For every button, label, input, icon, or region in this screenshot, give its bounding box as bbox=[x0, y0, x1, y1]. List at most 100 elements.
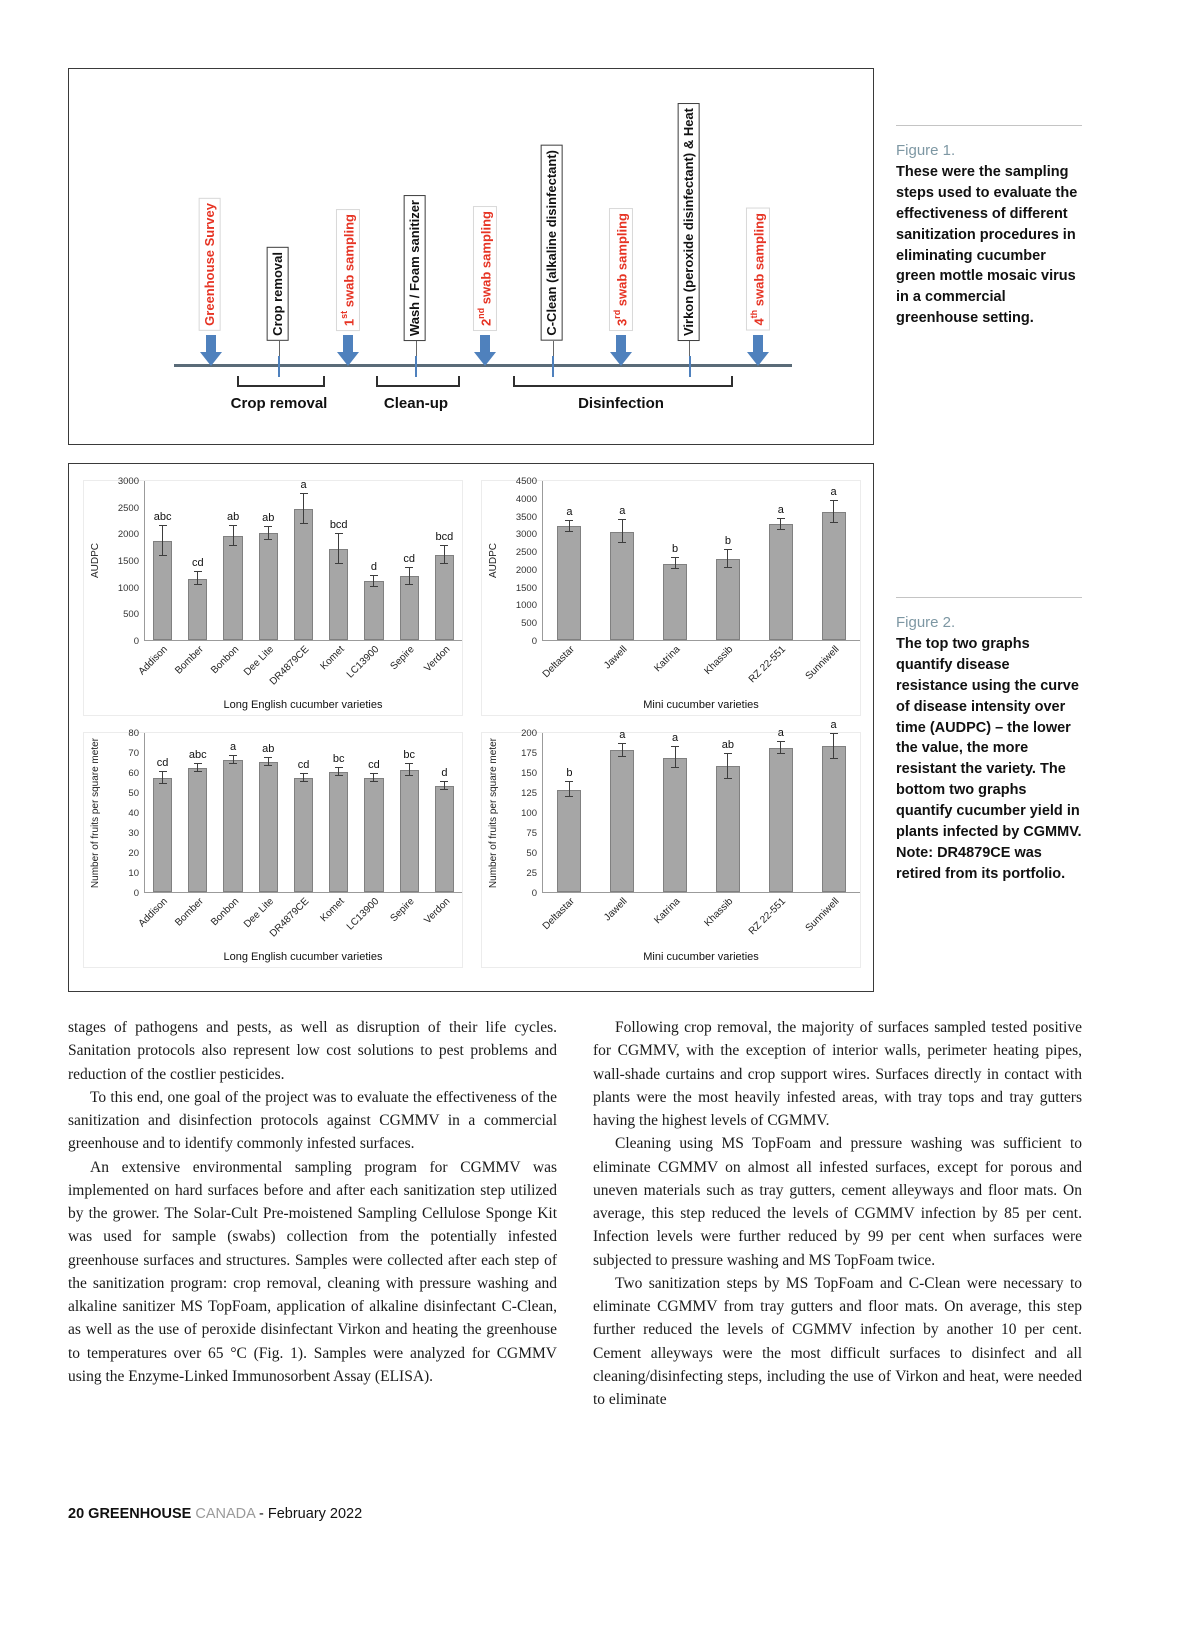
error-bar bbox=[780, 518, 782, 531]
error-bar-cap bbox=[723, 548, 732, 550]
x-tick-label: Komet bbox=[318, 644, 347, 673]
error-bar bbox=[373, 575, 375, 588]
y-tick-label: 125 bbox=[521, 788, 537, 799]
error-bar-cap bbox=[369, 586, 378, 588]
y-tick-label: 500 bbox=[521, 618, 537, 630]
error-bar bbox=[338, 534, 340, 565]
bar bbox=[434, 554, 455, 640]
error-bar-cap bbox=[829, 732, 838, 734]
error-bar bbox=[727, 753, 729, 780]
x-tick-label: Addison bbox=[137, 644, 171, 678]
significance-letter: a bbox=[619, 729, 626, 741]
significance-letter: a bbox=[300, 479, 307, 492]
article-paragraph: Two sanitization steps by MS TopFoam and… bbox=[593, 1274, 1082, 1408]
bar bbox=[434, 786, 455, 892]
y-axis-ticks: 0 10 20 30 40 50 60 70 80 bbox=[108, 728, 144, 899]
group-bracket bbox=[237, 376, 325, 387]
significance-letter: cd bbox=[191, 557, 204, 570]
y-axis-ticks: 0 500 1000 1500 2000 2500 3000 3500 4000 4500 bbox=[506, 476, 542, 647]
y-tick-label: 50 bbox=[526, 848, 537, 859]
error-bar-cap bbox=[264, 538, 273, 540]
error-bar bbox=[267, 526, 269, 540]
error-bar-cap bbox=[229, 763, 238, 764]
y-tick-label: 175 bbox=[521, 748, 537, 759]
error-bar-cap bbox=[723, 752, 732, 754]
group-label: Crop removal bbox=[230, 395, 328, 412]
error-bar-cap bbox=[723, 567, 732, 569]
x-tick-label: Jawell bbox=[602, 644, 630, 672]
down-arrow-icon bbox=[200, 352, 222, 366]
y-tick-label: 20 bbox=[128, 848, 139, 859]
y-tick-label: 1500 bbox=[515, 582, 537, 594]
y-tick-label: 60 bbox=[128, 768, 139, 779]
chart-audpc-mini: AUDPC 0 500 1000 1500 2000 2500 3000 3500 4000 45… bbox=[481, 476, 861, 716]
error-bar-cap bbox=[334, 767, 343, 768]
y-tick-label: 1000 bbox=[117, 582, 139, 594]
error-bar-cap bbox=[158, 525, 167, 527]
significance-letter: a bbox=[566, 505, 573, 518]
error-bar-cap bbox=[299, 493, 308, 495]
x-axis-labels: Addison Bomber Bonbon Dee Lite DR4879CE Komet… bbox=[137, 641, 462, 699]
error-bar-cap bbox=[829, 758, 838, 760]
y-tick-label: 50 bbox=[128, 788, 139, 799]
y-tick-label: 30 bbox=[128, 828, 139, 839]
x-axis-title: Mini cucumber varieties bbox=[643, 699, 759, 711]
y-tick-label: 1000 bbox=[515, 600, 537, 612]
y-axis-label: Number of fruits per square meter bbox=[482, 733, 506, 893]
bar bbox=[715, 558, 740, 640]
figure2-caption-text: The top two graphs quantify disease resi… bbox=[896, 636, 1082, 882]
article-body: stages of pathogens and pests, as well a… bbox=[68, 1016, 1082, 1411]
error-bar bbox=[727, 549, 729, 569]
bar bbox=[663, 757, 688, 892]
article-column-right: Following crop removal, the majority of … bbox=[593, 1016, 1082, 1411]
figure1-caption-label: Figure 1. bbox=[896, 142, 956, 159]
x-tick-label: Sepire bbox=[388, 644, 417, 673]
down-arrow-icon bbox=[747, 352, 770, 366]
error-bar-cap bbox=[369, 781, 378, 782]
error-bar-cap bbox=[565, 795, 574, 797]
error-bar-cap bbox=[299, 523, 308, 525]
bar bbox=[768, 748, 793, 892]
y-axis-label: AUDPC bbox=[482, 481, 506, 641]
action-step-label: C-Clean (alkaline disinfectant) bbox=[541, 145, 563, 341]
error-bar-cap bbox=[671, 746, 680, 748]
y-tick-label: 3500 bbox=[515, 511, 537, 523]
x-tick-label: Verdon bbox=[421, 644, 453, 675]
significance-letter: a bbox=[777, 726, 784, 739]
bar bbox=[364, 581, 384, 640]
down-arrow-icon bbox=[342, 335, 353, 352]
plot-area: a a b b a a bbox=[542, 481, 860, 641]
significance-letter: ab bbox=[721, 738, 735, 751]
y-tick-label: 0 bbox=[531, 888, 537, 899]
sampling-step-label: 4th swab sampling bbox=[746, 208, 771, 331]
bar bbox=[768, 524, 793, 640]
x-tick-label: Bonbon bbox=[208, 644, 241, 677]
bar bbox=[223, 536, 243, 640]
error-bar-cap bbox=[440, 789, 449, 790]
error-bar bbox=[197, 572, 199, 586]
error-bar bbox=[568, 520, 570, 532]
error-bar-cap bbox=[440, 544, 449, 546]
y-axis-ticks: 0 25 50 75 100 125 150 175 200 bbox=[506, 728, 542, 899]
bar bbox=[188, 768, 208, 892]
bar bbox=[557, 789, 582, 892]
y-tick-label: 2000 bbox=[515, 564, 537, 576]
group-label: Clean-up bbox=[383, 395, 449, 412]
significance-letter: a bbox=[830, 486, 837, 498]
error-bar-cap bbox=[565, 530, 574, 532]
y-tick-label: 4500 bbox=[515, 476, 537, 487]
significance-letter: bc bbox=[332, 753, 345, 765]
y-tick-label: 70 bbox=[128, 748, 139, 759]
error-bar-cap bbox=[158, 771, 167, 772]
group-bracket bbox=[376, 376, 460, 387]
error-bar-cap bbox=[158, 783, 167, 784]
error-bar-cap bbox=[229, 525, 238, 527]
x-tick-label: LC13900 bbox=[345, 896, 382, 933]
bar bbox=[223, 760, 243, 892]
significance-letter: bcd bbox=[329, 519, 348, 532]
magazine-name-secondary: CANADA bbox=[195, 1506, 255, 1522]
x-tick-label: RZ 22-551 bbox=[747, 644, 789, 686]
x-axis-labels: Deltastar Jawell Katrina Khassib RZ 22-551 Su… bbox=[541, 641, 860, 699]
significance-letter: d bbox=[370, 560, 377, 573]
error-bar-cap bbox=[193, 584, 202, 586]
